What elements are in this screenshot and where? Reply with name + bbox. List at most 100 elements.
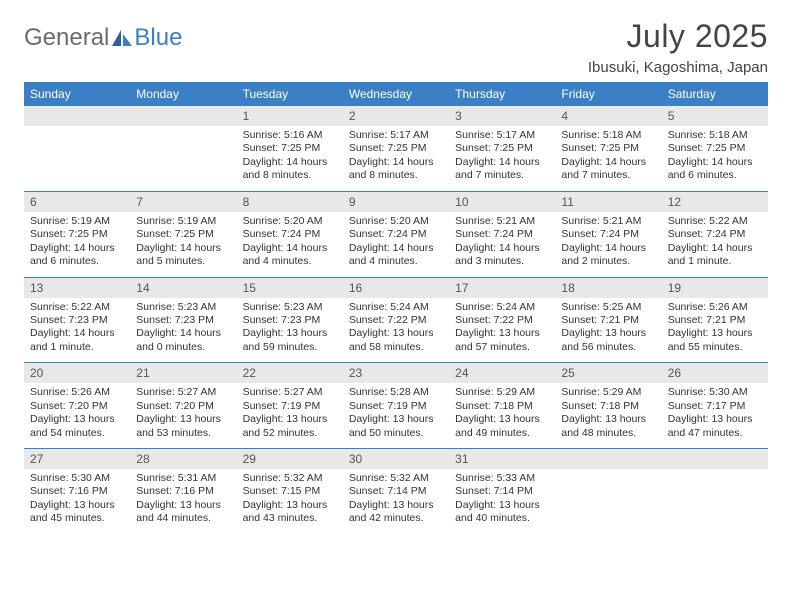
daylight-text: Daylight: 13 hours and 55 minutes.	[668, 327, 762, 354]
sunset-text: Sunset: 7:23 PM	[243, 314, 337, 327]
sunset-text: Sunset: 7:17 PM	[668, 400, 762, 413]
day-cell: Sunrise: 5:32 AMSunset: 7:14 PMDaylight:…	[343, 469, 449, 534]
daylight-text: Daylight: 14 hours and 8 minutes.	[243, 156, 337, 183]
sunrise-text: Sunrise: 5:33 AM	[455, 472, 549, 485]
sunset-text: Sunset: 7:20 PM	[30, 400, 124, 413]
day-cell: Sunrise: 5:28 AMSunset: 7:19 PMDaylight:…	[343, 383, 449, 448]
sunrise-text: Sunrise: 5:16 AM	[243, 129, 337, 142]
day-cell: Sunrise: 5:16 AMSunset: 7:25 PMDaylight:…	[237, 126, 343, 191]
day-cell: Sunrise: 5:24 AMSunset: 7:22 PMDaylight:…	[449, 298, 555, 363]
day-number	[24, 106, 130, 126]
day-cell: Sunrise: 5:18 AMSunset: 7:25 PMDaylight:…	[662, 126, 768, 191]
week-body-row: Sunrise: 5:19 AMSunset: 7:25 PMDaylight:…	[24, 212, 768, 277]
dow-thursday: Thursday	[449, 82, 555, 106]
dow-wednesday: Wednesday	[343, 82, 449, 106]
weeks-container: 12345Sunrise: 5:16 AMSunset: 7:25 PMDayl…	[24, 106, 768, 534]
daylight-text: Daylight: 14 hours and 7 minutes.	[561, 156, 655, 183]
sunset-text: Sunset: 7:15 PM	[243, 485, 337, 498]
daylight-text: Daylight: 14 hours and 6 minutes.	[30, 242, 124, 269]
day-number: 21	[130, 363, 236, 383]
sunrise-text: Sunrise: 5:23 AM	[243, 301, 337, 314]
sunset-text: Sunset: 7:25 PM	[136, 228, 230, 241]
day-cell: Sunrise: 5:27 AMSunset: 7:20 PMDaylight:…	[130, 383, 236, 448]
day-cell: Sunrise: 5:25 AMSunset: 7:21 PMDaylight:…	[555, 298, 661, 363]
day-number	[130, 106, 236, 126]
sunrise-text: Sunrise: 5:23 AM	[136, 301, 230, 314]
daylight-text: Daylight: 14 hours and 1 minute.	[30, 327, 124, 354]
sunrise-text: Sunrise: 5:17 AM	[349, 129, 443, 142]
day-cell: Sunrise: 5:27 AMSunset: 7:19 PMDaylight:…	[237, 383, 343, 448]
day-number: 11	[555, 192, 661, 212]
sunrise-text: Sunrise: 5:18 AM	[561, 129, 655, 142]
day-number: 14	[130, 278, 236, 298]
header: General Blue July 2025 Ibusuki, Kagoshim…	[24, 18, 768, 76]
daylight-text: Daylight: 13 hours and 47 minutes.	[668, 413, 762, 440]
daylight-text: Daylight: 13 hours and 56 minutes.	[561, 327, 655, 354]
day-number: 19	[662, 278, 768, 298]
day-cell: Sunrise: 5:29 AMSunset: 7:18 PMDaylight:…	[555, 383, 661, 448]
day-cell: Sunrise: 5:21 AMSunset: 7:24 PMDaylight:…	[449, 212, 555, 277]
day-cell: Sunrise: 5:30 AMSunset: 7:16 PMDaylight:…	[24, 469, 130, 534]
sunset-text: Sunset: 7:21 PM	[561, 314, 655, 327]
day-cell: Sunrise: 5:26 AMSunset: 7:21 PMDaylight:…	[662, 298, 768, 363]
logo-text-blue: Blue	[134, 24, 182, 52]
day-number: 5	[662, 106, 768, 126]
week-body-row: Sunrise: 5:30 AMSunset: 7:16 PMDaylight:…	[24, 469, 768, 534]
day-cell: Sunrise: 5:22 AMSunset: 7:24 PMDaylight:…	[662, 212, 768, 277]
daylight-text: Daylight: 13 hours and 45 minutes.	[30, 499, 124, 526]
logo-sail-icon	[112, 30, 132, 46]
day-number: 31	[449, 449, 555, 469]
dow-tuesday: Tuesday	[237, 82, 343, 106]
day-number: 1	[237, 106, 343, 126]
day-number: 8	[237, 192, 343, 212]
sunset-text: Sunset: 7:25 PM	[30, 228, 124, 241]
dow-monday: Monday	[130, 82, 236, 106]
day-number: 25	[555, 363, 661, 383]
title-block: July 2025 Ibusuki, Kagoshima, Japan	[588, 18, 768, 76]
day-cell	[130, 126, 236, 191]
day-number: 30	[343, 449, 449, 469]
daylight-text: Daylight: 14 hours and 0 minutes.	[136, 327, 230, 354]
sunset-text: Sunset: 7:20 PM	[136, 400, 230, 413]
sunset-text: Sunset: 7:25 PM	[668, 142, 762, 155]
sunrise-text: Sunrise: 5:25 AM	[561, 301, 655, 314]
sunrise-text: Sunrise: 5:21 AM	[561, 215, 655, 228]
day-number: 26	[662, 363, 768, 383]
daylight-text: Daylight: 13 hours and 52 minutes.	[243, 413, 337, 440]
sunset-text: Sunset: 7:24 PM	[668, 228, 762, 241]
sunrise-text: Sunrise: 5:19 AM	[136, 215, 230, 228]
sunrise-text: Sunrise: 5:27 AM	[243, 386, 337, 399]
daylight-text: Daylight: 14 hours and 4 minutes.	[349, 242, 443, 269]
week-body-row: Sunrise: 5:22 AMSunset: 7:23 PMDaylight:…	[24, 298, 768, 363]
day-cell: Sunrise: 5:21 AMSunset: 7:24 PMDaylight:…	[555, 212, 661, 277]
sunset-text: Sunset: 7:25 PM	[349, 142, 443, 155]
daylight-text: Daylight: 13 hours and 49 minutes.	[455, 413, 549, 440]
day-cell: Sunrise: 5:29 AMSunset: 7:18 PMDaylight:…	[449, 383, 555, 448]
sunset-text: Sunset: 7:24 PM	[455, 228, 549, 241]
sunset-text: Sunset: 7:14 PM	[455, 485, 549, 498]
week-daynum-row: 20212223242526	[24, 362, 768, 383]
week-daynum-row: 6789101112	[24, 191, 768, 212]
sunset-text: Sunset: 7:16 PM	[136, 485, 230, 498]
daylight-text: Daylight: 13 hours and 43 minutes.	[243, 499, 337, 526]
dow-saturday: Saturday	[662, 82, 768, 106]
sunset-text: Sunset: 7:25 PM	[243, 142, 337, 155]
day-number: 3	[449, 106, 555, 126]
sunrise-text: Sunrise: 5:19 AM	[30, 215, 124, 228]
daylight-text: Daylight: 13 hours and 57 minutes.	[455, 327, 549, 354]
sunset-text: Sunset: 7:14 PM	[349, 485, 443, 498]
day-cell: Sunrise: 5:17 AMSunset: 7:25 PMDaylight:…	[343, 126, 449, 191]
sunrise-text: Sunrise: 5:24 AM	[455, 301, 549, 314]
dow-friday: Friday	[555, 82, 661, 106]
daylight-text: Daylight: 13 hours and 40 minutes.	[455, 499, 549, 526]
week-daynum-row: 13141516171819	[24, 277, 768, 298]
sunset-text: Sunset: 7:22 PM	[349, 314, 443, 327]
day-number: 17	[449, 278, 555, 298]
day-cell	[662, 469, 768, 534]
day-number: 13	[24, 278, 130, 298]
day-cell: Sunrise: 5:18 AMSunset: 7:25 PMDaylight:…	[555, 126, 661, 191]
sunrise-text: Sunrise: 5:21 AM	[455, 215, 549, 228]
sunrise-text: Sunrise: 5:30 AM	[668, 386, 762, 399]
daylight-text: Daylight: 14 hours and 1 minute.	[668, 242, 762, 269]
week-daynum-row: 12345	[24, 106, 768, 126]
